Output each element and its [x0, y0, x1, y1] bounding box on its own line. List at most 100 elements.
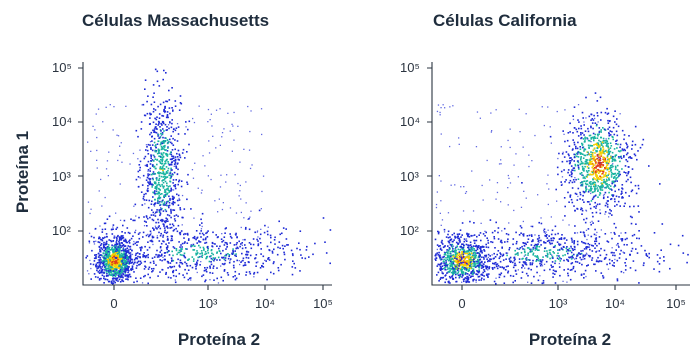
data-point [472, 253, 474, 255]
data-point [448, 256, 451, 259]
data-point [497, 238, 500, 240]
data-point [110, 228, 113, 231]
data-point [173, 171, 176, 174]
data-point [478, 245, 480, 247]
data-point [568, 154, 570, 157]
data-point [138, 164, 141, 166]
data-point [106, 253, 109, 256]
data-point [119, 265, 121, 267]
data-point [243, 217, 245, 219]
data-point [595, 161, 597, 163]
data-point [503, 267, 505, 270]
data-point [164, 189, 166, 191]
data-point [147, 143, 150, 146]
data-point [248, 242, 251, 244]
data-point [211, 272, 214, 274]
data-point [585, 160, 588, 163]
data-point [536, 238, 539, 240]
data-point [531, 263, 533, 266]
data-point [436, 265, 439, 267]
data-point [508, 247, 511, 249]
data-point [634, 143, 637, 146]
data-point [101, 260, 104, 262]
data-point [182, 274, 184, 276]
data-point [451, 243, 454, 246]
data-point [201, 254, 204, 257]
data-point [151, 268, 153, 270]
data-point [476, 262, 478, 265]
data-point [490, 112, 492, 114]
data-point [153, 262, 155, 264]
data-point [123, 261, 126, 263]
data-point [232, 249, 234, 252]
data-point [171, 149, 174, 151]
data-point [458, 276, 461, 279]
data-point [169, 197, 171, 200]
data-point [167, 261, 169, 263]
data-point [572, 167, 575, 169]
data-point [611, 156, 614, 158]
data-point [160, 134, 163, 136]
data-point [151, 164, 154, 166]
data-point [164, 177, 166, 180]
data-point [244, 238, 246, 241]
data-point [124, 269, 126, 272]
data-point [619, 160, 621, 163]
data-point [461, 276, 463, 278]
data-point [162, 164, 165, 167]
data-point [166, 231, 169, 234]
data-point [608, 153, 610, 156]
data-point [125, 241, 128, 244]
data-point [575, 257, 578, 260]
data-point [583, 257, 586, 260]
data-point [578, 151, 581, 154]
data-point [225, 248, 227, 250]
data-point [596, 137, 599, 139]
data-point [483, 270, 486, 273]
data-point [212, 267, 215, 269]
data-point [159, 166, 162, 168]
data-point [167, 238, 169, 240]
data-point [155, 146, 157, 149]
data-point [180, 180, 183, 182]
data-point [609, 134, 612, 136]
data-point [153, 108, 155, 110]
data-point [601, 189, 604, 191]
data-point [481, 260, 483, 263]
data-point [625, 172, 627, 174]
data-point [464, 267, 466, 269]
data-point [456, 256, 458, 258]
data-point [479, 247, 481, 249]
data-point [497, 227, 500, 229]
data-point [562, 130, 564, 132]
data-point [173, 184, 175, 187]
data-point [638, 282, 640, 284]
data-point [582, 231, 584, 234]
data-point [517, 254, 519, 256]
data-point [101, 231, 104, 233]
data-point [444, 107, 446, 109]
data-point [463, 261, 466, 264]
data-point [497, 265, 500, 267]
data-point [579, 256, 581, 259]
data-point [537, 240, 540, 243]
data-point [450, 245, 453, 247]
data-point [100, 243, 103, 245]
data-point [569, 122, 571, 125]
data-point [180, 185, 183, 188]
data-point [583, 154, 586, 157]
data-point [154, 117, 156, 120]
data-point [599, 144, 601, 146]
data-point [622, 251, 624, 253]
data-point [479, 262, 481, 265]
data-point [620, 249, 622, 252]
data-point [623, 171, 625, 173]
data-point [163, 152, 165, 154]
data-point [109, 249, 112, 251]
data-point [584, 221, 587, 224]
data-point [256, 238, 258, 241]
data-point [243, 264, 246, 266]
data-point [114, 270, 117, 272]
data-point [162, 122, 165, 125]
data-point [246, 254, 248, 256]
